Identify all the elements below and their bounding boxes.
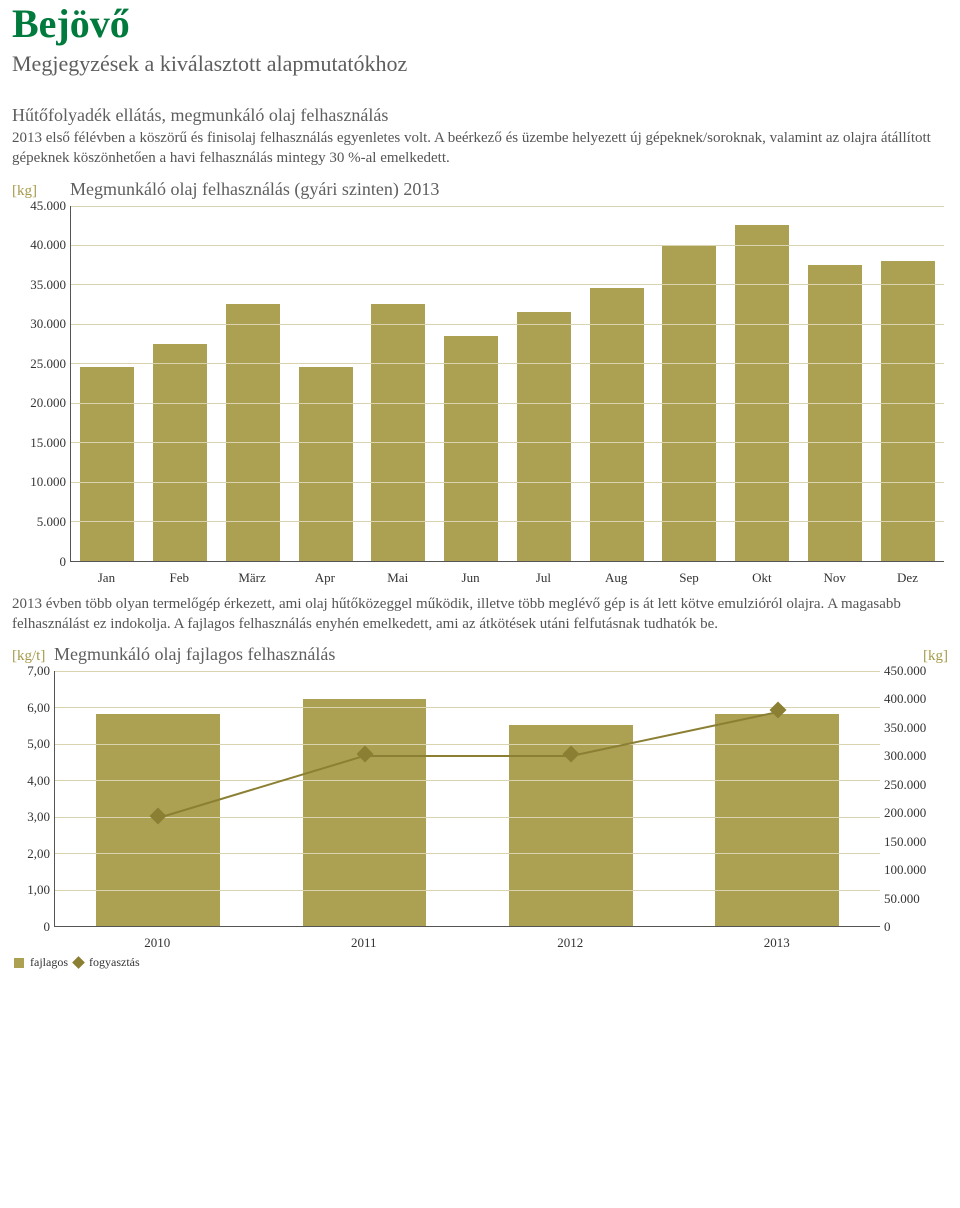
- legend-item-fajlagos: fajlagos: [30, 955, 68, 970]
- chart1-header: [kg] Megmunkáló olaj felhasználás (gyári…: [12, 179, 948, 200]
- chart1-bar: [444, 336, 498, 561]
- chart2-gridline: [55, 671, 880, 672]
- chart2-gridline: [55, 890, 880, 891]
- chart2-yleft-label: 7,00: [27, 663, 50, 679]
- section-heading: Hűtőfolyadék ellátás, megmunkáló olaj fe…: [12, 105, 948, 126]
- legend-diamond-icon: [72, 956, 85, 969]
- chart1-ytick-label: 20.000: [30, 395, 66, 411]
- chart2-gridline: [55, 707, 880, 708]
- chart2-bar: [303, 699, 427, 926]
- chart1-bar: [808, 265, 862, 561]
- chart1-xtick-label: Nov: [798, 566, 871, 586]
- chart2-title: Megmunkáló olaj fajlagos felhasználás: [54, 644, 880, 665]
- chart1-bar: [299, 367, 353, 560]
- chart1-gridline: [71, 206, 944, 207]
- chart1-gridline: [71, 245, 944, 246]
- chart1-bar: [735, 225, 789, 560]
- mid-paragraph: 2013 évben több olyan termelőgép érkezet…: [12, 594, 948, 635]
- chart2-xtick-label: 2013: [674, 931, 881, 951]
- chart2-header: [kg/t] Megmunkáló olaj fajlagos felhaszn…: [12, 644, 948, 665]
- chart2-yright-label: 100.000: [884, 862, 926, 878]
- chart2-gridline: [55, 744, 880, 745]
- chart2-yright-label: 200.000: [884, 805, 926, 821]
- chart2-gridline: [55, 853, 880, 854]
- chart1-gridline: [71, 403, 944, 404]
- chart2-yright-label: 350.000: [884, 720, 926, 736]
- chart1-ytick-label: 10.000: [30, 474, 66, 490]
- chart1-bar: [517, 312, 571, 561]
- chart1-ytick-label: 35.000: [30, 277, 66, 293]
- chart1-ytick-label: 45.000: [30, 198, 66, 214]
- chart1-xtick-label: Dez: [871, 566, 944, 586]
- chart1-gridline: [71, 521, 944, 522]
- chart2-yleft-label: 3,00: [27, 809, 50, 825]
- chart1-gridline: [71, 363, 944, 364]
- chart1-bar: [590, 288, 644, 560]
- chart2-xtick-label: 2010: [54, 931, 261, 951]
- chart1-gridline: [71, 324, 944, 325]
- chart1-xtick-label: Aug: [580, 566, 653, 586]
- chart2: 7,006,005,004,003,002,001,000 450.000400…: [12, 671, 948, 951]
- chart2-line-segment: [365, 755, 572, 757]
- chart2-yleft-label: 6,00: [27, 700, 50, 716]
- chart2-yright-label: 300.000: [884, 748, 926, 764]
- chart1: 45.00040.00035.00030.00025.00020.00015.0…: [12, 206, 948, 586]
- chart1-xtick-label: Feb: [143, 566, 216, 586]
- chart1-gridline: [71, 482, 944, 483]
- chart1-ytick-label: 30.000: [30, 316, 66, 332]
- chart1-bar: [80, 367, 134, 560]
- page-subtitle: Megjegyzések a kiválasztott alapmutatókh…: [12, 51, 948, 77]
- chart2-gridline: [55, 780, 880, 781]
- chart1-ytick-label: 5.000: [37, 514, 66, 530]
- chart1-ytick-label: 25.000: [30, 356, 66, 372]
- chart1-xtick-label: Mai: [361, 566, 434, 586]
- chart2-yleft-label: 0: [44, 919, 51, 935]
- chart1-xtick-label: Sep: [653, 566, 726, 586]
- chart1-xtick-label: März: [216, 566, 289, 586]
- chart2-xtick-label: 2011: [261, 931, 468, 951]
- chart1-ytick-label: 40.000: [30, 237, 66, 253]
- page-title: Bejövő: [12, 0, 948, 47]
- chart1-xtick-label: Jun: [434, 566, 507, 586]
- chart2-yleft-label: 4,00: [27, 773, 50, 789]
- chart1-xtick-label: Apr: [288, 566, 361, 586]
- intro-paragraph: 2013 első félévben a köszörű és finisola…: [12, 128, 948, 169]
- chart2-legend: fajlagos fogyasztás: [12, 955, 948, 970]
- chart2-bar: [715, 714, 839, 927]
- legend-square-icon: [14, 958, 24, 968]
- chart2-yright-label: 50.000: [884, 891, 920, 907]
- chart2-yleft-label: 2,00: [27, 846, 50, 862]
- chart1-gridline: [71, 442, 944, 443]
- chart1-ytick-label: 0: [60, 554, 67, 570]
- legend-item-fogyasztas: fogyasztás: [89, 955, 140, 970]
- chart2-yleft-label: 1,00: [27, 882, 50, 898]
- chart2-yright-label: 0: [884, 919, 891, 935]
- chart2-yright-label: 250.000: [884, 777, 926, 793]
- chart1-bar: [881, 261, 935, 561]
- chart1-gridline: [71, 284, 944, 285]
- chart2-xtick-label: 2012: [467, 931, 674, 951]
- chart2-yright-label: 450.000: [884, 663, 926, 679]
- chart1-bar: [153, 344, 207, 561]
- chart1-xtick-label: Jul: [507, 566, 580, 586]
- chart1-xtick-label: Okt: [725, 566, 798, 586]
- chart2-yright-label: 400.000: [884, 691, 926, 707]
- chart1-title: Megmunkáló olaj felhasználás (gyári szin…: [70, 179, 948, 200]
- chart1-ytick-label: 15.000: [30, 435, 66, 451]
- chart1-xtick-label: Jan: [70, 566, 143, 586]
- chart2-yright-label: 150.000: [884, 834, 926, 850]
- chart2-yleft-label: 5,00: [27, 736, 50, 752]
- chart2-gridline: [55, 817, 880, 818]
